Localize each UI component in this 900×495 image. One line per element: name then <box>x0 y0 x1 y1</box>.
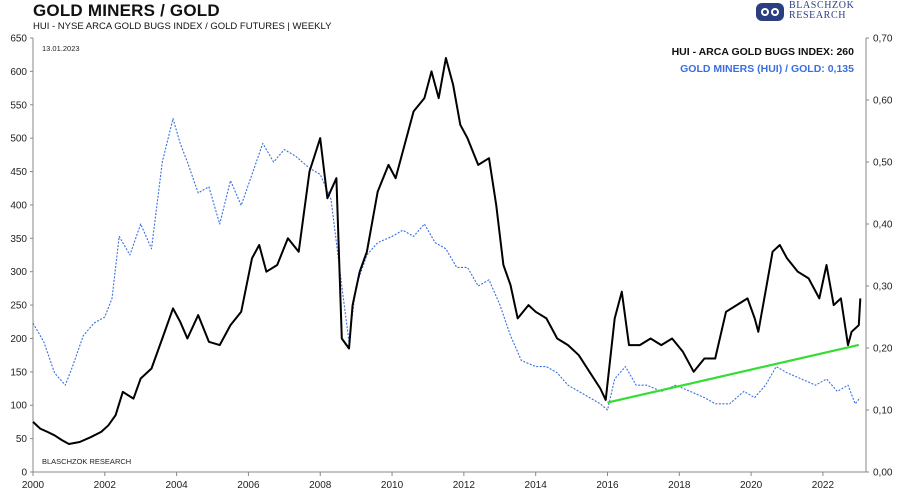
y-left-tick-label: 100 <box>10 401 27 412</box>
chart-series <box>32 57 862 445</box>
x-tick-label: 2014 <box>525 480 548 491</box>
x-tick-label: 2020 <box>740 480 763 491</box>
y-right-tick-label: 0,60 <box>873 96 893 107</box>
x-tick-label: 2000 <box>22 480 45 491</box>
logo-line-2: RESEARCH <box>789 10 847 21</box>
y-left-tick-label: 500 <box>10 134 27 145</box>
y-left-tick-label: 50 <box>16 434 28 445</box>
y-right-tick-label: 0,40 <box>873 220 893 231</box>
legend-hui: HUI - ARCA GOLD BUGS INDEX: 260 <box>672 46 855 58</box>
chart-watermark: BLASCHZOK RESEARCH <box>42 457 131 466</box>
y-left-tick-label: 650 <box>10 34 27 45</box>
y-right-tick-label: 0,70 <box>873 34 893 45</box>
y-right-tick-label: 0,20 <box>873 344 893 355</box>
x-tick-label: 2016 <box>596 480 619 491</box>
y-left-tick-label: 250 <box>10 301 27 312</box>
y-left-tick-label: 600 <box>10 67 27 78</box>
series-line-trendline <box>607 343 860 404</box>
brand-logo: BLASCHZOK RESEARCH <box>755 1 895 23</box>
y-left-tick-label: 200 <box>10 334 27 345</box>
y-left-tick-label: 150 <box>10 367 27 378</box>
logo-line-1: BLASCHZOK <box>789 0 855 11</box>
y-right-tick-label: 0,10 <box>873 406 893 417</box>
y-right-tick-label: 0,50 <box>873 158 893 169</box>
owl-logo-icon <box>756 3 784 21</box>
x-tick-label: 2008 <box>309 480 332 491</box>
y-left-tick-label: 400 <box>10 200 27 211</box>
chart-subtitle: HUI - NYSE ARCA GOLD BUGS INDEX / GOLD F… <box>33 21 332 32</box>
y-left-tick-label: 350 <box>10 234 27 245</box>
x-tick-label: 2018 <box>668 480 691 491</box>
y-left-tick-label: 450 <box>10 167 27 178</box>
y-left-tick-label: 0 <box>21 468 27 479</box>
y-left-tick-label: 550 <box>10 100 27 111</box>
legend-ratio: GOLD MINERS (HUI) / GOLD: 0,135 <box>680 63 854 75</box>
x-tick-label: 2004 <box>165 480 188 491</box>
x-tick-label: 2006 <box>237 480 260 491</box>
chart-title: GOLD MINERS / GOLD <box>33 1 220 20</box>
y-right-tick-label: 0,00 <box>873 468 893 479</box>
x-tick-label: 2012 <box>453 480 476 491</box>
logo-text: BLASCHZOK RESEARCH <box>789 1 854 21</box>
chart-date-label: 13.01.2023 <box>42 44 80 53</box>
series-line-ratio <box>32 118 861 411</box>
x-tick-label: 2010 <box>381 480 404 491</box>
y-left-tick-label: 300 <box>10 267 27 278</box>
chart-axes: 0 50 100 150 200 250 300 350 400 450 500 550 600 650 0… <box>10 34 893 492</box>
y-right-tick-label: 0,30 <box>873 282 893 293</box>
x-tick-label: 2022 <box>812 480 835 491</box>
x-tick-label: 2002 <box>94 480 117 491</box>
series-line-hui <box>32 57 862 445</box>
